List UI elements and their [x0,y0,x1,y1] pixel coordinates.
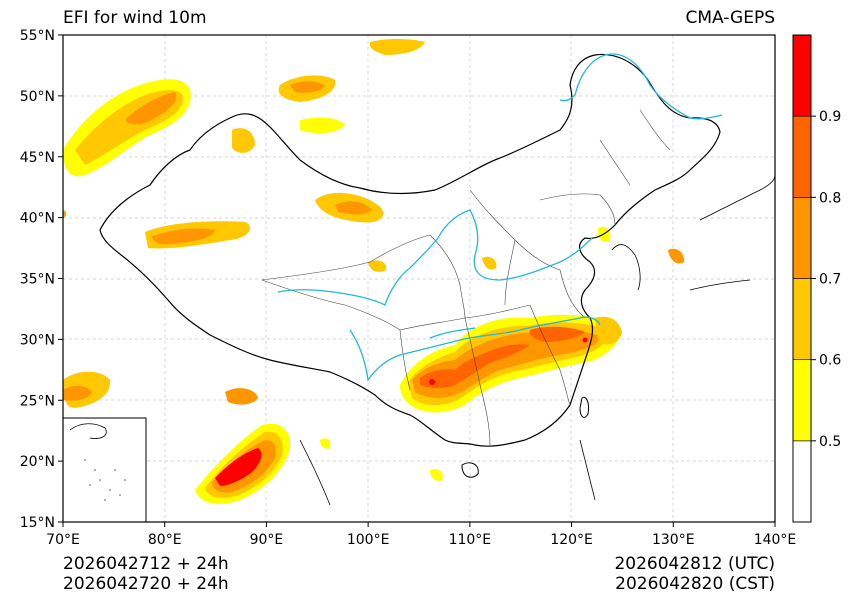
lat-tick-label: 50°N [20,89,55,105]
valid-time-block: 2026042812 (UTC) 2026042820 (CST) [614,554,775,594]
province-lines [261,109,671,446]
colorbar-segment [792,34,812,117]
init-time-cst: 2026042720 + 24h [63,574,229,594]
colorbar-tick-label: 0.5 [819,434,841,450]
longitude-axis: 70°E 80°E 90°E 100°E 110°E 120°E 130°E 140°E [46,522,796,548]
map-title: EFI for wind 10m [63,8,207,28]
lon-tick-label: 110°E [449,532,492,548]
lat-tick-label: 25°N [20,393,55,409]
efi-shaded-field [63,39,685,504]
lon-tick-label: 120°E [550,532,593,548]
lon-tick-label: 130°E [652,532,695,548]
valid-time-cst: 2026042820 (CST) [615,574,775,594]
lat-tick-label: 40°N [20,211,55,227]
valid-time-utc: 2026042812 (UTC) [614,554,775,574]
colorbar-tick-label: 0.6 [819,353,841,369]
lon-tick-label: 70°E [46,532,80,548]
model-source-label: CMA-GEPS [685,8,775,28]
lat-tick-label: 55°N [20,28,55,44]
lat-tick-label: 35°N [20,272,55,288]
lat-tick-label: 30°N [20,332,55,348]
colorbar-segment [792,359,812,442]
colorbar-segment [792,440,812,523]
lat-tick-label: 20°N [20,454,55,470]
lon-tick-label: 100°E [347,532,390,548]
lon-tick-label: 140°E [754,532,797,548]
colorbar-segment [792,197,812,279]
init-time-utc: 2026042712 + 24h [63,554,229,574]
taiwan-outline [579,396,589,418]
colorbar: 0.5 0.6 0.7 0.8 0.9 [792,34,841,523]
major-rivers [277,53,723,382]
latitude-axis: 15°N 20°N 25°N 30°N 35°N 40°N 45°N 50°N 55°N [20,28,63,531]
lat-tick-label: 15°N [20,515,55,531]
colorbar-tick-label: 0.9 [819,109,841,125]
lon-tick-label: 90°E [250,532,284,548]
init-time-block: 2026042712 + 24h 2026042720 + 24h [63,554,229,594]
colorbar-segment [792,115,812,198]
lat-tick-label: 45°N [20,150,55,166]
colorbar-tick-label: 0.8 [819,190,841,206]
hainan-outline [461,462,479,478]
china-border [99,53,721,447]
colorbar-segment [792,278,812,360]
colorbar-tick-label: 0.7 [819,272,841,288]
lon-tick-label: 80°E [148,532,182,548]
south-china-sea-inset [62,417,147,523]
coastlines [299,174,775,506]
